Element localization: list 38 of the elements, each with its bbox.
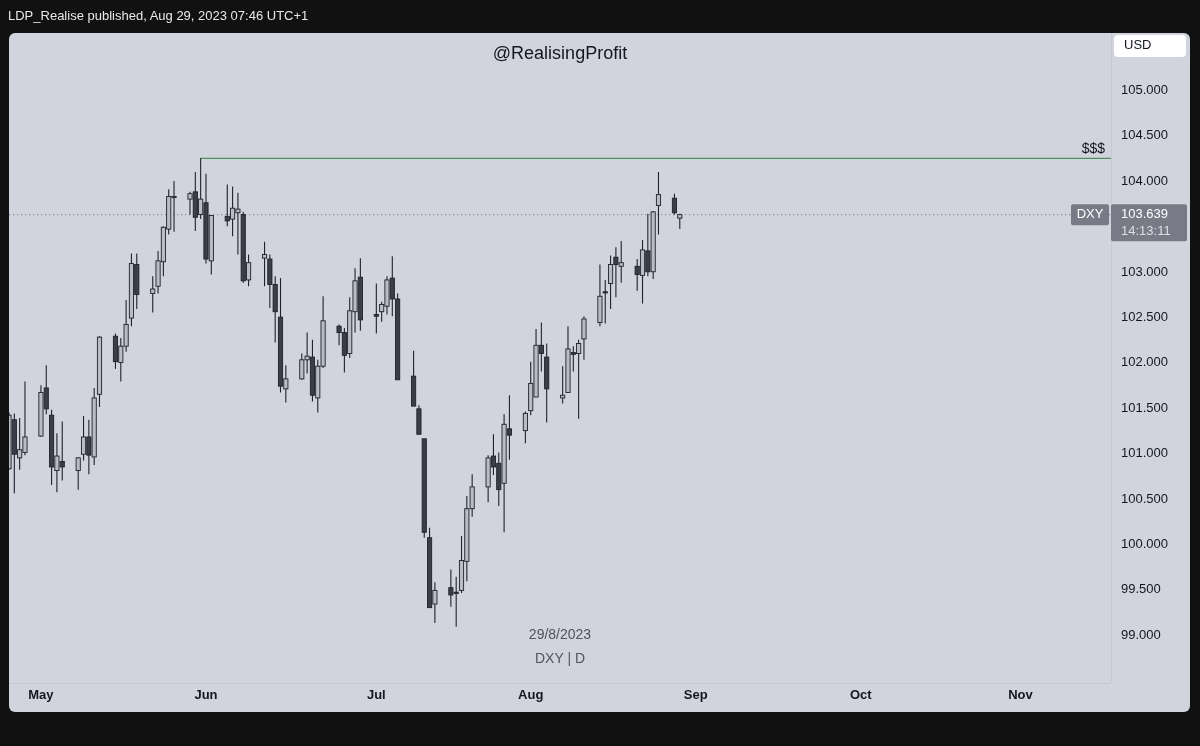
candlestick [373, 283, 379, 335]
text: @RealisingProfit [492, 42, 628, 63]
y-tick-label: 101.000 [1121, 445, 1168, 461]
candlestick [581, 315, 587, 361]
annotation: 29/8/2023 [528, 625, 592, 642]
x-tick-label: Jul [366, 687, 386, 703]
y-tick-label: 102.500 [1121, 309, 1168, 325]
x-tick-label: Nov [1008, 687, 1034, 703]
y-tick-label: 105.000 [1121, 82, 1168, 98]
y-tick-label: 102.000 [1121, 354, 1168, 370]
text: 14:13:11 [1121, 223, 1171, 239]
series-label: $$$ [1081, 140, 1106, 157]
candlestick [602, 279, 608, 325]
y-tick-label: 99.500 [1121, 581, 1161, 597]
y-tick-label: 99.000 [1121, 627, 1161, 643]
text: LDP_Realise published, Aug 29, 2023 07:46 UTC+1 [8, 8, 309, 24]
y-tick-label: 104.000 [1121, 173, 1168, 189]
y-tick-label: 100.000 [1121, 536, 1168, 552]
candlestick [80, 415, 87, 462]
candlestick [671, 193, 678, 216]
y-tick-label: 101.500 [1121, 400, 1168, 416]
x-tick-label: Sep [683, 687, 708, 703]
y-tick-label: 103.000 [1121, 264, 1168, 280]
x-tick-label: May [28, 687, 55, 703]
candlestick [150, 275, 156, 314]
x-tick-label: Aug [518, 687, 544, 703]
y-axis-title: USD [1124, 37, 1152, 53]
y-tick-label: 104.500 [1121, 127, 1168, 143]
candlestick [560, 365, 566, 404]
candlestick [522, 411, 528, 444]
annotation: DXY | D [534, 649, 586, 666]
candlestick [75, 456, 81, 491]
ref-line-label: DXY [1076, 206, 1104, 222]
x-tick-label: Jun [194, 687, 218, 703]
x-tick-label: Oct [849, 687, 873, 703]
candlestick [655, 171, 662, 236]
y-tick-label: 100.500 [1121, 491, 1168, 507]
y-tick-label: 103.639 [1121, 206, 1168, 222]
